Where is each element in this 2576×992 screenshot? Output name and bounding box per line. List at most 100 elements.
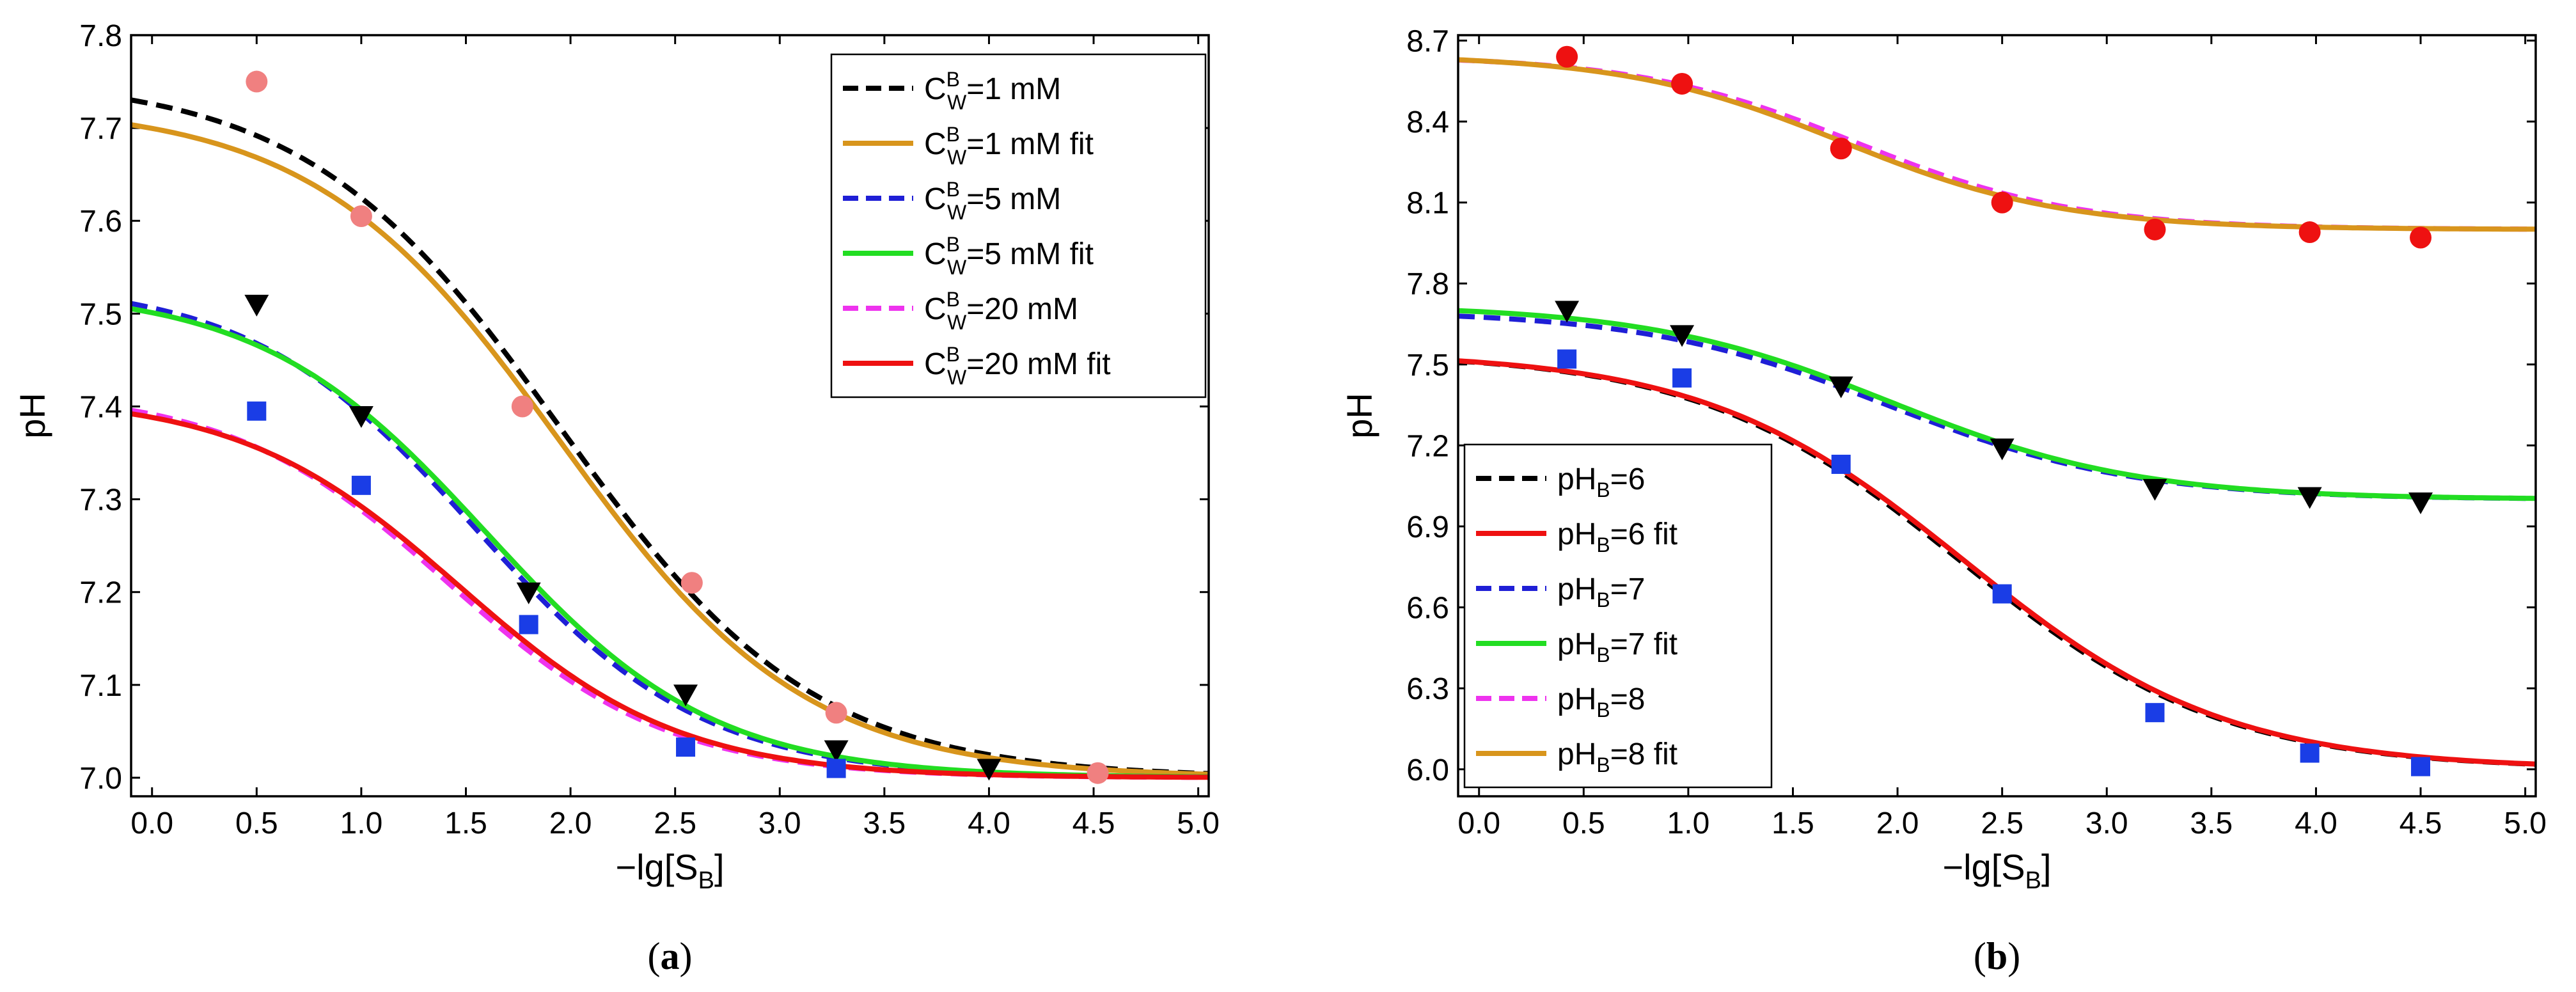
y-tick-label: 6.0	[1406, 753, 1449, 787]
legend-label-main: C	[924, 127, 946, 161]
legend-label: pHB=8	[1557, 682, 1645, 721]
x-tick-label: 2.0	[1876, 807, 1919, 840]
x-tick-label: 3.5	[2190, 807, 2233, 840]
panel-label: (b)	[1974, 935, 2020, 977]
x-tick-label: 3.5	[863, 807, 906, 840]
data-point-square	[351, 475, 371, 495]
x-axis-label-sub: B	[2025, 867, 2041, 894]
data-point-triangle	[977, 759, 1001, 781]
x-tick-label: 4.0	[968, 807, 1010, 840]
legend-label-main: pH	[1557, 627, 1596, 661]
x-tick-label: 0.5	[1562, 807, 1605, 840]
data-point-circle	[246, 70, 268, 93]
x-tick-label: 2.5	[1981, 807, 2023, 840]
legend-label-sub: W	[947, 256, 967, 279]
legend-label-rest: =20 mM	[966, 292, 1078, 326]
data-point-square	[826, 759, 846, 778]
data-point-square	[2411, 757, 2431, 776]
legend-label-sub: B	[1596, 533, 1610, 556]
legend-label-main: C	[924, 182, 946, 216]
panel-label-letter: a	[661, 935, 680, 977]
x-tick-label: 4.5	[2399, 807, 2442, 840]
legend-label-main: pH	[1557, 517, 1596, 551]
panel-label-close: )	[2007, 935, 2020, 977]
x-tick-label: 1.5	[1771, 807, 1814, 840]
legend-label-rest: =7 fit	[1610, 627, 1677, 661]
data-point-square	[1672, 368, 1692, 388]
data-point-circle	[1991, 191, 2013, 214]
x-axis-label: −lg[SB]	[615, 847, 724, 894]
x-tick-label: 3.0	[2085, 807, 2128, 840]
legend-label-rest: =7	[1610, 572, 1645, 606]
data-point-triangle	[1555, 301, 1580, 323]
legend-label-main: pH	[1557, 682, 1596, 716]
legend-label-rest: =8 fit	[1610, 737, 1677, 771]
chart-panel-b: 0.0 0.5 1.0 1.5 2.0 2.5 3.0 3.5 4.0 4.5 5.0 6.0 6.3 6…	[1339, 24, 2547, 977]
legend-label-sub: W	[947, 201, 967, 224]
data-point-circle	[1671, 72, 1693, 95]
data-point-circle	[825, 702, 847, 724]
panel-label-open: (	[648, 935, 661, 977]
legend-label: pHB=8 fit	[1557, 737, 1677, 776]
panel-label-open: (	[1974, 935, 1986, 977]
panel-label-close: )	[680, 935, 693, 977]
y-tick-label: 7.8	[79, 19, 122, 53]
data-point-square	[1557, 349, 1577, 369]
legend-label-sub: B	[1596, 753, 1610, 776]
y-tick-label: 7.2	[1406, 429, 1449, 463]
legend-label-rest: =6	[1610, 462, 1645, 496]
series-line	[131, 122, 1209, 777]
legend-label-rest: =5 mM fit	[966, 237, 1094, 271]
x-tick-label: 1.0	[340, 807, 383, 840]
legend-label-rest: =20 mM fit	[966, 347, 1110, 381]
legend-label: CB W=20 mM fit	[924, 343, 1111, 389]
data-point-square	[247, 401, 267, 421]
legend-label-main: pH	[1557, 462, 1596, 496]
data-point-triangle	[2297, 487, 2322, 509]
legend-label-sup: B	[946, 68, 960, 91]
legend-label-sub: W	[947, 311, 967, 334]
x-axis-label-close: ]	[2041, 847, 2052, 887]
x-tick-label: 5.0	[1177, 807, 1220, 840]
x-tick-label: 2.5	[654, 807, 696, 840]
legend-label-sub: B	[1596, 478, 1610, 501]
legend-label-sub: W	[947, 91, 967, 114]
data-point-square	[676, 737, 696, 757]
legend-label-rest: =6 fit	[1610, 517, 1677, 551]
x-tick-label: 0.5	[235, 807, 278, 840]
y-axis-label: pH	[1339, 393, 1379, 439]
legend-label: pHB=7	[1557, 572, 1645, 611]
x-axis-label-sub: B	[698, 867, 714, 894]
data-point-square	[1831, 454, 1851, 474]
panel-label-letter: b	[1986, 935, 2007, 977]
legend-label-rest: =8	[1610, 682, 1645, 716]
y-tick-label: 7.6	[79, 205, 122, 239]
plot-frame	[130, 34, 1210, 798]
legend-box	[1463, 443, 1773, 789]
data-point-circle	[1087, 762, 1109, 784]
data-point-circle	[1556, 45, 1578, 68]
y-tick-label: 7.1	[79, 669, 122, 703]
legend-label-sup: B	[946, 178, 960, 201]
legend-label-main: pH	[1557, 572, 1596, 606]
data-point-triangle	[516, 582, 541, 604]
data-point-triangle	[673, 684, 698, 707]
y-tick-label: 6.9	[1406, 510, 1449, 544]
x-tick-label: 1.5	[444, 807, 487, 840]
legend-label-main: C	[924, 292, 946, 326]
legend-label-rest: =1 mM fit	[966, 127, 1094, 161]
data-point-square	[1992, 584, 2012, 604]
data-point-square	[2145, 703, 2165, 723]
y-tick-label: 8.4	[1406, 106, 1449, 139]
data-point-triangle	[824, 740, 849, 762]
legend-label: CB W=5 mM	[924, 178, 1061, 224]
data-point-triangle	[244, 294, 269, 317]
y-tick-label: 7.2	[79, 576, 122, 610]
legend-label-sup: B	[946, 233, 960, 256]
legend-label-sup: B	[946, 288, 960, 311]
legend-label: CB W=5 mM fit	[924, 233, 1094, 279]
x-tick-label: 3.0	[758, 807, 801, 840]
legend-label: CB W=1 mM	[924, 68, 1061, 114]
x-tick-label: 5.0	[2504, 807, 2547, 840]
